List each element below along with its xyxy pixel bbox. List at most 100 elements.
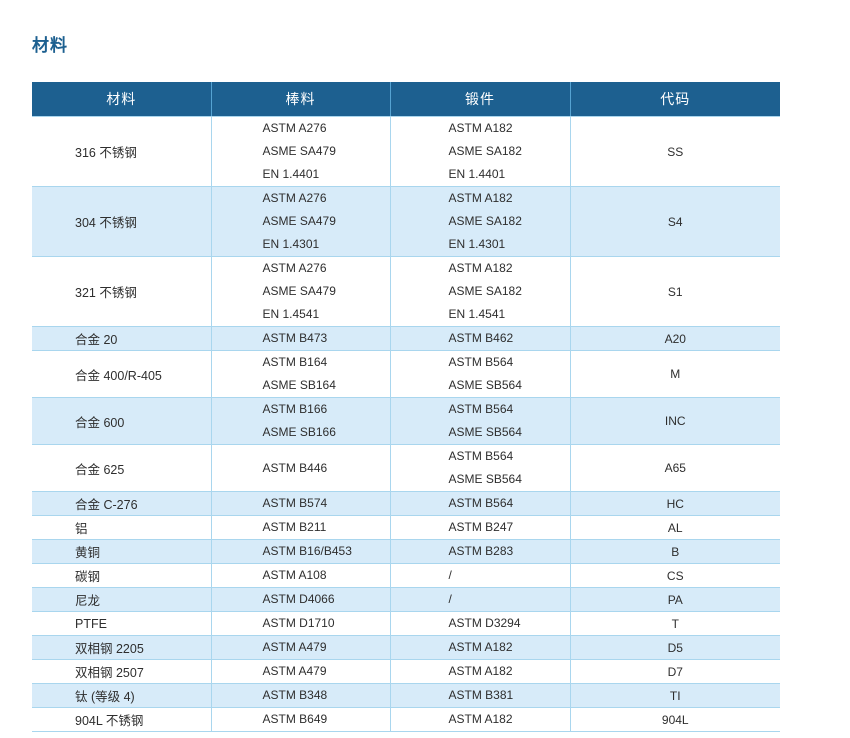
spec-line: ASTM A182 [448,640,513,654]
spec-line: ASTM B564 [448,402,514,416]
spec-line: ASME SB166 [262,425,336,439]
spec-line: ASTM B211 [262,520,327,534]
spec-line: ASTM A276 [262,121,327,135]
spec-line: ASTM A276 [262,261,327,275]
code-cell: B [570,539,780,564]
code-cell: A65 [570,444,780,492]
spec-line: ASTM B446 [262,460,328,475]
forging-cell: ASTM D3294 [390,611,571,636]
spec-line: ASTM A182 [448,121,513,135]
table-row: 904L 不锈钢 ASTM B649 ASTM A182 904L [32,707,780,732]
forging-cell: ASTM B247 [390,515,571,540]
spec-line: EN 1.4401 [448,167,506,181]
code-cell: TI [570,683,780,708]
spec-line: ASTM A479 [262,640,327,654]
spec-line: ASTM B462 [448,331,514,345]
forging-cell: ASTM B564 ASME SB564 [390,397,571,445]
materials-table-header: 材料 棒料 锻件 代码 [32,82,780,117]
table-row: 尼龙 ASTM D4066 / PA [32,587,780,612]
code-cell: S4 [570,186,780,257]
spec-line: ASME SB564 [448,425,522,439]
bar-stock-cell: ASTM A108 [211,563,391,588]
forging-cell: ASTM A182 ASME SA182 EN 1.4541 [390,256,571,327]
material-cell: 合金 20 [32,326,212,351]
table-row: 铝 ASTM B211 ASTM B247 AL [32,515,780,540]
material-cell: 铝 [32,515,212,540]
spec-line: ASTM B348 [262,688,328,702]
spec-line: ASTM A182 [448,191,513,205]
forging-cell: ASTM B381 [390,683,571,708]
material-cell: 316 不锈钢 [32,116,212,187]
bar-stock-cell: ASTM B649 [211,707,391,732]
code-cell: T [570,611,780,636]
table-row: 合金 20 ASTM B473 ASTM B462 A20 [32,326,780,351]
table-row: 碳钢 ASTM A108 / CS [32,563,780,588]
spec-line: EN 1.4301 [262,237,320,251]
bar-stock-cell: ASTM A276 ASME SA479 EN 1.4301 [211,186,391,257]
material-cell: 合金 625 [32,444,212,492]
material-cell: 黄铜 [32,539,212,564]
spec-line: ASME SA479 [262,144,336,158]
forging-cell: ASTM A182 [390,707,571,732]
material-cell: 904L 不锈钢 [32,707,212,732]
bar-stock-cell: ASTM B348 [211,683,391,708]
column-header-forging: 锻件 [390,82,571,117]
spec-line: EN 1.4541 [262,307,320,321]
spec-line: ASME SB564 [448,472,522,486]
code-cell: D7 [570,659,780,684]
bar-stock-cell: ASTM A479 [211,659,391,684]
material-cell: 321 不锈钢 [32,256,212,327]
bar-stock-cell: ASTM B446 [211,444,391,492]
material-cell: 尼龙 [32,587,212,612]
code-cell: S1 [570,256,780,327]
bar-stock-cell: ASTM B164 ASME SB164 [211,350,391,398]
forging-cell: ASTM B462 [390,326,571,351]
material-cell: PTFE [32,611,212,636]
spec-line: EN 1.4401 [262,167,320,181]
material-cell: 304 不锈钢 [32,186,212,257]
table-row: 合金 400/R-405 ASTM B164 ASME SB164 ASTM B564… [32,350,780,398]
spec-line: ASTM B564 [448,355,514,369]
forging-cell: ASTM B564 ASME SB564 [390,444,571,492]
bar-stock-cell: ASTM B166 ASME SB166 [211,397,391,445]
table-row: 双相钢 2205 ASTM A479 ASTM A182 D5 [32,635,780,660]
spec-line: ASME SA479 [262,214,336,228]
code-cell: CS [570,563,780,588]
spec-line: ASME SA182 [448,284,522,298]
spec-line: ASTM D1710 [262,616,335,630]
header-row: 材料 棒料 锻件 代码 [32,82,780,117]
table-row: 合金 C-276 ASTM B574 ASTM B564 HC [32,491,780,516]
spec-line: ASTM B564 [448,449,514,463]
spec-line: ASTM A182 [448,712,513,726]
table-row: PTFE ASTM D1710 ASTM D3294 T [32,611,780,636]
bar-stock-cell: ASTM A276 ASME SA479 EN 1.4541 [211,256,391,327]
code-cell: SS [570,116,780,187]
material-cell: 合金 C-276 [32,491,212,516]
spec-line: ASTM B16/B453 [262,544,352,558]
material-cell: 碳钢 [32,563,212,588]
spec-line: ASTM B473 [262,331,328,345]
bar-stock-cell: ASTM A479 [211,635,391,660]
spec-line: ASTM B247 [448,520,514,534]
forging-cell: ASTM B564 ASME SB564 [390,350,571,398]
code-cell: M [570,350,780,398]
spec-line: ASME SA182 [448,144,522,158]
forging-cell: ASTM A182 ASME SA182 EN 1.4401 [390,116,571,187]
spec-line: ASTM B283 [448,544,514,558]
material-cell: 合金 600 [32,397,212,445]
column-header-material: 材料 [32,82,212,117]
spec-line: ASME SB164 [262,378,336,392]
column-header-code: 代码 [570,82,780,117]
code-cell: AL [570,515,780,540]
table-row: 316 不锈钢 ASTM A276 ASME SA479 EN 1.4401 ASTM … [32,116,780,187]
code-cell: INC [570,397,780,445]
bar-stock-cell: ASTM A276 ASME SA479 EN 1.4401 [211,116,391,187]
spec-line: ASTM A182 [448,664,513,678]
spec-line: EN 1.4541 [448,307,506,321]
materials-table-body: 316 不锈钢 ASTM A276 ASME SA479 EN 1.4401 ASTM … [32,116,780,732]
page-title: 材料 [32,36,68,55]
spec-line: / [448,568,452,582]
code-cell: HC [570,491,780,516]
table-row: 钛 (等级 4) ASTM B348 ASTM B381 TI [32,683,780,708]
